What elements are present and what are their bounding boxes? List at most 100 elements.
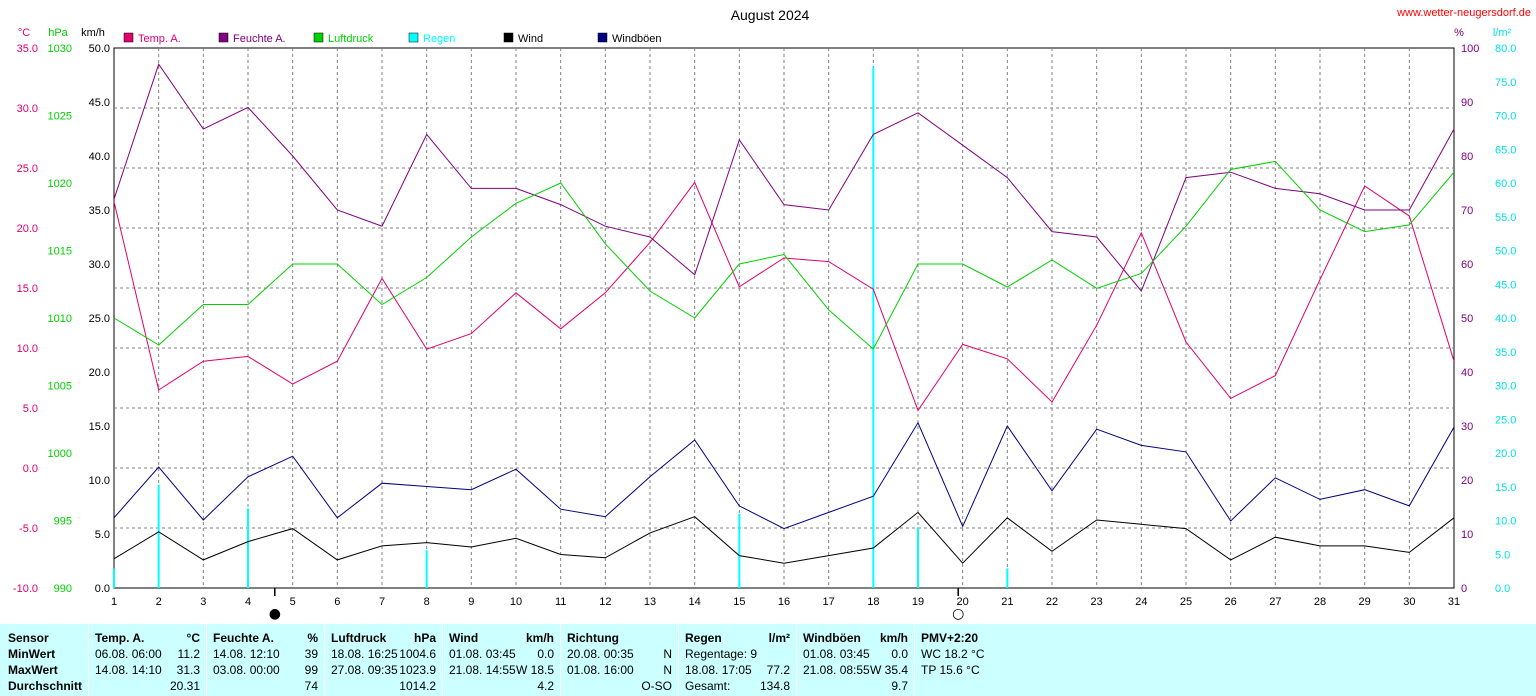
- humidity-axis-tick: 50: [1461, 313, 1473, 325]
- series-line-windb-en: [113, 421, 1455, 530]
- x-tick-label: 9: [468, 596, 474, 608]
- rain-axis-tick: 0.0: [1495, 583, 1510, 595]
- moon-phase-icon: ○: [952, 606, 964, 622]
- humidity-axis-tick: 70: [1461, 205, 1473, 217]
- wind-unit-label: km/h: [81, 27, 105, 39]
- humidity-axis-tick: 80: [1461, 151, 1473, 163]
- rain-axis-tick: 10.0: [1495, 516, 1516, 528]
- temp-axis-tick: 30.0: [17, 103, 38, 115]
- wind-max-value: W 18.5: [515, 663, 554, 677]
- temp-column: Temp. A. °C 06.08. 06:00 11.2 14.08. 14:…: [88, 624, 206, 696]
- pressure-axis-tick: 1015: [48, 246, 72, 258]
- pressure-axis-tick: 990: [54, 583, 72, 595]
- dir-max-value: N: [663, 663, 672, 677]
- legend-swatch: [313, 32, 324, 43]
- x-tick-label: 21: [1001, 596, 1013, 608]
- x-tick-label: 29: [1359, 596, 1371, 608]
- press-min-datetime: 18.08. 16:25: [331, 647, 398, 661]
- temp-avg-value: 20.31: [169, 679, 200, 693]
- temp-max-value: 31.3: [176, 663, 200, 677]
- x-tick-label: 26: [1225, 596, 1237, 608]
- site-url[interactable]: www.wetter-neugersdorf.de: [1396, 7, 1531, 19]
- wind-axis-tick: 15.0: [89, 421, 110, 433]
- x-tick-label: 30: [1403, 596, 1415, 608]
- rain-axis-tick: 20.0: [1495, 448, 1516, 460]
- pmv-column: PMV+2:20 WC 18.2 °C TP 15.6 °C: [914, 624, 1536, 696]
- press-min-value: 1004.6: [399, 647, 436, 661]
- x-tick-label: 10: [510, 596, 522, 608]
- temp-axis-tick: 35.0: [17, 43, 38, 55]
- hum-avg-value: 74: [304, 679, 318, 693]
- moon-phase-icon: ●: [269, 606, 281, 622]
- pressure-column: Luftdruck hPa 18.08. 16:25 1004.6 27.08.…: [324, 624, 442, 696]
- humidity-axis-tick: 10: [1461, 529, 1473, 541]
- rain-unit: l/m²: [768, 631, 790, 645]
- press-avg-value: 1014.2: [399, 679, 436, 693]
- hum-max-datetime: 03.08. 00:00: [213, 663, 280, 677]
- dir-min-value: N: [663, 647, 672, 661]
- wind-axis-tick: 0.0: [95, 583, 110, 595]
- x-tick-label: 28: [1314, 596, 1326, 608]
- chart-title: August 2024: [731, 7, 810, 23]
- rain-column: Regen l/m² Regentage: 9 18.08. 17:05 77.…: [678, 624, 796, 696]
- legend-label: Feuchte A.: [233, 33, 286, 45]
- pressure-unit-label: hPa: [48, 27, 68, 39]
- x-tick-label: 23: [1091, 596, 1103, 608]
- x-tick-label: 18: [867, 596, 879, 608]
- humidity-axis-tick: 90: [1461, 97, 1473, 109]
- x-tick-label: 19: [912, 596, 924, 608]
- pressure-axis-tick: 1000: [48, 448, 72, 460]
- legend-label: Wind: [518, 33, 543, 45]
- gust-unit: km/h: [879, 631, 908, 645]
- rain-axis-tick: 30.0: [1495, 381, 1516, 393]
- pmv-dewpoint: TP 15.6 °C: [921, 663, 980, 677]
- legend-swatch: [503, 32, 514, 43]
- gust-title: Windböen: [803, 631, 861, 645]
- weather-chart: August 2024 www.wetter-neugersdorf.de °C…: [13, 7, 1531, 622]
- x-tick-label: 14: [689, 596, 701, 608]
- wind-column: Wind km/h 01.08. 03:45 0.0 21.08. 14:55 …: [442, 624, 560, 696]
- rain-max-value: 77.2: [766, 663, 790, 677]
- rain-axis-tick: 15.0: [1495, 482, 1516, 494]
- wind-unit: km/h: [525, 631, 554, 645]
- row-label-avg: Durchschnitt: [8, 679, 83, 693]
- rain-axis-tick: 80.0: [1495, 43, 1516, 55]
- rain-axis-tick: 25.0: [1495, 414, 1516, 426]
- press-title: Luftdruck: [331, 631, 387, 645]
- x-tick-label: 6: [334, 596, 340, 608]
- wind-axis-tick: 5.0: [95, 529, 110, 541]
- temp-axis-tick: 0.0: [23, 463, 38, 475]
- rain-axis-tick: 55.0: [1495, 212, 1516, 224]
- temp-axis-tick: -5.0: [19, 523, 38, 535]
- legend-label: Windböen: [612, 33, 662, 45]
- x-tick-label: 8: [424, 596, 430, 608]
- temp-min-value: 11.2: [177, 647, 200, 661]
- x-tick-label: 11: [555, 596, 566, 608]
- row-label-max: MaxWert: [8, 663, 58, 677]
- rain-axis-tick: 75.0: [1495, 77, 1516, 89]
- statistics-table: Sensor MinWert MaxWert Durchschnitt Temp…: [0, 624, 1536, 696]
- humidity-axis-tick: 100: [1461, 43, 1479, 55]
- temp-axis-tick: 20.0: [17, 223, 38, 235]
- temp-axis-tick: 5.0: [23, 403, 38, 415]
- gust-min-value: 0.0: [891, 647, 908, 661]
- dir-title: Richtung: [567, 631, 619, 645]
- temp-max-datetime: 14.08. 14:10: [95, 663, 162, 677]
- rain-axis-tick: 40.0: [1495, 313, 1516, 325]
- row-label-sensor: Sensor: [8, 631, 49, 645]
- pressure-axis-tick: 1030: [48, 43, 72, 55]
- legend-label: Regen: [423, 33, 455, 45]
- wind-axis-tick: 35.0: [89, 205, 110, 217]
- temp-axis-tick: 15.0: [17, 283, 38, 295]
- rain-axis-tick: 65.0: [1495, 144, 1516, 156]
- x-tick-label: 12: [599, 596, 611, 608]
- x-tick-label: 15: [733, 596, 745, 608]
- temp-title: Temp. A.: [95, 631, 145, 645]
- wind-axis-tick: 10.0: [89, 475, 110, 487]
- hum-title: Feuchte A.: [213, 631, 274, 645]
- gust-min-datetime: 01.08. 03:45: [803, 647, 870, 661]
- legend-swatch: [597, 32, 608, 43]
- pmv-title: PMV+2:20: [921, 631, 979, 645]
- humidity-axis-tick: 0: [1461, 583, 1467, 595]
- series-line-wind: [113, 511, 1455, 564]
